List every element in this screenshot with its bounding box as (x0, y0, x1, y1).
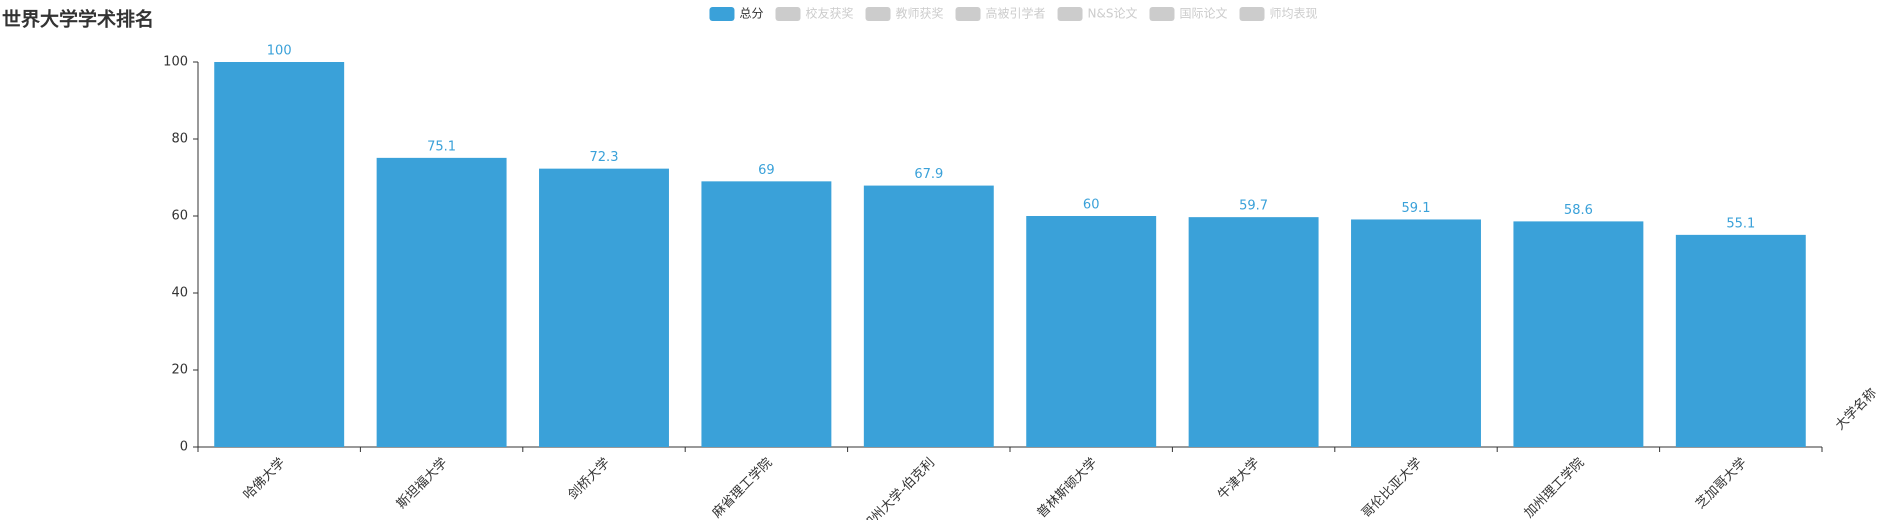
x-tick-label: 牛津大学 (1215, 455, 1263, 503)
x-tick-label: 剑桥大学 (565, 455, 613, 503)
y-tick-label: 100 (163, 55, 188, 70)
legend-label[interactable]: 高被引学者 (986, 6, 1046, 21)
bar (214, 62, 345, 447)
bar (1513, 221, 1644, 447)
bar (376, 157, 507, 448)
bar (701, 181, 832, 447)
value-label: 59.1 (1402, 201, 1431, 216)
legend: 总分 校友获奖 教师获奖 高被引学者 N&S论文 国际论文 师均表现 (709, 6, 1318, 21)
value-label: 67.9 (914, 167, 943, 182)
legend-swatch (865, 7, 891, 21)
bar (863, 185, 994, 447)
value-label: 58.6 (1564, 203, 1593, 218)
legend-swatch (955, 7, 981, 21)
legend-swatch (1057, 7, 1083, 21)
bar (1351, 219, 1481, 447)
bar (1188, 217, 1319, 447)
y-tick-label: 60 (171, 209, 188, 224)
chart-title: 世界大学学术排名 (2, 8, 154, 31)
legend-swatch (775, 7, 801, 21)
y-tick-label: 40 (171, 286, 188, 301)
x-tick-label: 斯坦福大学 (393, 455, 450, 512)
legend-label[interactable]: 国际论文 (1179, 6, 1227, 21)
x-tick-label: 普林斯顿大学 (1034, 455, 1100, 520)
x-tick-label: 哥伦比亚大学 (1359, 455, 1425, 520)
legend-label[interactable]: N&S论文 (1088, 6, 1138, 21)
legend-label[interactable]: 教师获奖 (896, 6, 944, 21)
legend-label[interactable]: 总分 (739, 7, 763, 21)
value-label: 72.3 (590, 150, 619, 165)
legend-swatch (709, 7, 735, 21)
value-label: 55.1 (1726, 216, 1755, 231)
value-label: 69 (758, 163, 775, 178)
y-tick-label: 20 (171, 363, 188, 378)
x-tick-label: 麻省理工学院 (709, 455, 775, 520)
bar (1026, 216, 1157, 447)
legend-label[interactable]: 师均表现 (1270, 7, 1318, 21)
value-label: 59.7 (1239, 199, 1268, 214)
x-tick-label: 加州大学-伯克利 (859, 455, 938, 520)
y-tick-label: 0 (180, 440, 188, 455)
bar (539, 168, 669, 447)
value-label: 75.1 (427, 139, 456, 154)
legend-swatch (1149, 7, 1175, 21)
x-axis-label: 大学名称 (1832, 385, 1879, 433)
value-label: 60 (1083, 198, 1100, 213)
value-label: 100 (267, 44, 292, 59)
x-tick-label: 加州理工学院 (1521, 455, 1587, 520)
legend-swatch (1239, 7, 1265, 21)
bar (1675, 234, 1806, 447)
x-tick-label: 芝加哥大学 (1693, 455, 1750, 512)
legend-label[interactable]: 校友获奖 (805, 6, 853, 21)
x-tick-label: 哈佛大学 (240, 455, 288, 503)
y-tick-label: 80 (171, 132, 188, 147)
